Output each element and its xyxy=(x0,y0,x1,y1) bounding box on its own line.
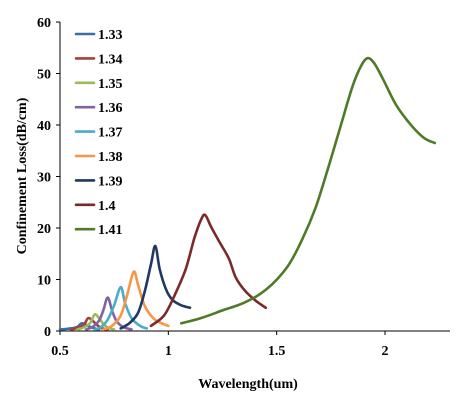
legend-label: 1.38 xyxy=(98,150,123,165)
series-line-1-37 xyxy=(93,285,148,331)
series-line-1-41 xyxy=(180,56,437,325)
y-tick-label: 0 xyxy=(44,325,51,340)
y-tick-label: 50 xyxy=(37,68,51,83)
legend-label: 1.35 xyxy=(98,77,123,92)
x-axis-label: Wavelength(um) xyxy=(198,377,298,392)
y-tick-label: 40 xyxy=(37,119,51,134)
y-tick-label: 60 xyxy=(37,16,51,31)
series-line-1-39 xyxy=(119,244,192,330)
x-tick-label: 1 xyxy=(165,344,172,359)
series-layer xyxy=(58,56,437,331)
legend-label: 1.34 xyxy=(98,52,123,67)
y-tick-label: 10 xyxy=(37,274,51,289)
y-tick-label: 20 xyxy=(37,222,51,237)
x-tick-label: 0.5 xyxy=(51,344,69,359)
legend: 1.33 1.34 1.35 1.36 1.37 1.38 1.39 1.4 1.41 xyxy=(74,28,123,238)
legend-label: 1.41 xyxy=(98,223,123,238)
legend-label: 1.37 xyxy=(98,126,123,141)
legend-label: 1.36 xyxy=(98,101,123,116)
legend-label: 1.4 xyxy=(98,199,116,214)
legend-label: 1.39 xyxy=(98,174,123,189)
series-line-1-36 xyxy=(84,296,133,331)
x-tick-label: 1.5 xyxy=(268,344,286,359)
y-tick-label: 30 xyxy=(37,171,51,186)
axes: 0 10 20 30 40 50 60 0.5 1 1.5 2 xyxy=(37,16,450,359)
series-line-1-4 xyxy=(149,213,268,328)
legend-label: 1.33 xyxy=(98,28,123,43)
x-tick-label: 2 xyxy=(382,344,389,359)
y-axis-label: Confinement Loss(dB/cm) xyxy=(15,97,30,254)
